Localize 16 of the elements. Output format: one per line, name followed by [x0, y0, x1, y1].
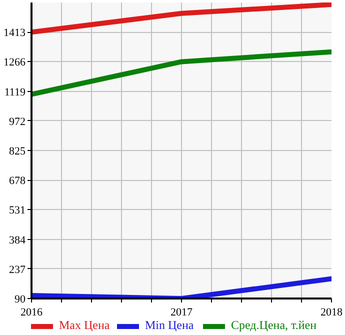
x-tick-label: 2016 [20, 306, 43, 318]
y-tick-label: 972 [9, 116, 26, 128]
y-tick-label: 1119 [4, 86, 26, 98]
x-tick-label: 2017 [170, 306, 193, 318]
y-tick-label: 90 [14, 294, 26, 306]
y-tick-label: 531 [9, 204, 26, 217]
y-tick-label: 825 [9, 146, 26, 158]
y-tick-label: 678 [9, 175, 26, 188]
y-tick-label: 1266 [4, 56, 26, 69]
legend-label: Min Цена [145, 318, 194, 333]
y-tick-label: 384 [9, 234, 26, 246]
y-tick-label: 1413 [4, 27, 26, 40]
legend-label: Max Цена [59, 318, 110, 333]
legend-label: Сред.Цена, т.йен [231, 318, 317, 333]
x-tick-label: 2018 [320, 306, 343, 318]
y-tick-label: 237 [9, 264, 26, 276]
